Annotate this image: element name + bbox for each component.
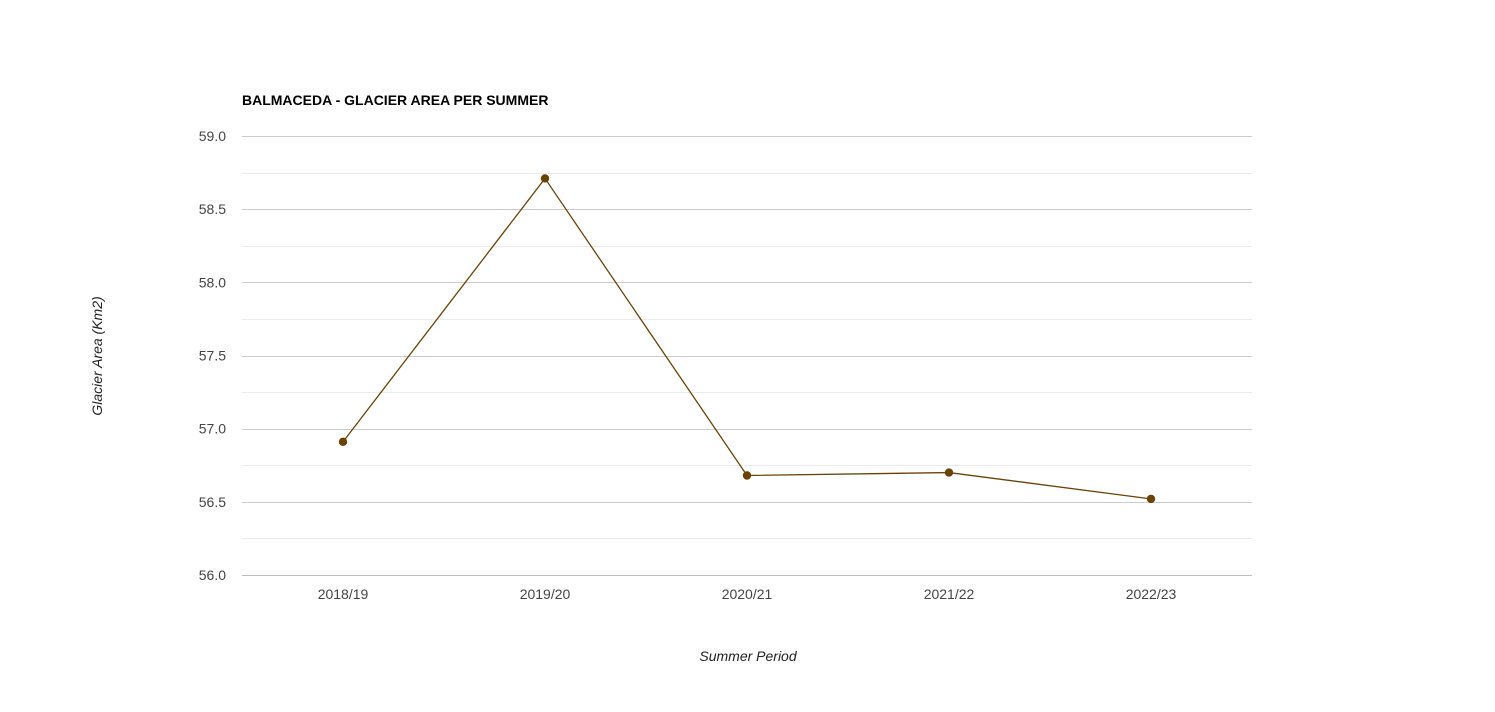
y-axis-title: Glacier Area (Km2) [89,296,105,416]
series-layer [338,174,1156,504]
y-tick-label: 57.0 [199,421,226,437]
data-point[interactable] [338,437,348,447]
y-axis-ticks: 56.0 56.5 57.0 57.5 58.0 58.5 59.0 [199,128,226,583]
x-axis-title: Summer Period [699,648,797,664]
series-line [342,177,1152,500]
y-tick-label: 59.0 [199,128,226,144]
y-tick-label: 58.0 [199,274,226,290]
chart-title: BALMACEDA - GLACIER AREA PER SUMMER [242,92,549,108]
x-tick-label: 2020/21 [722,586,773,602]
y-tick-label: 57.5 [199,348,226,364]
data-point[interactable] [540,174,550,183]
x-tick-label: 2022/23 [1126,586,1177,602]
x-tick-label: 2019/20 [520,586,571,602]
grid-lines [242,136,1252,576]
data-point[interactable] [1146,494,1156,504]
x-axis-ticks: 2018/19 2019/20 2020/21 2021/22 2022/23 [318,586,1177,602]
x-tick-label: 2018/19 [318,586,369,602]
y-tick-label: 56.5 [199,494,226,510]
data-point[interactable] [944,468,954,477]
x-tick-label: 2021/22 [924,586,975,602]
data-point[interactable] [742,471,752,480]
y-tick-label: 56.0 [199,567,226,583]
y-tick-label: 58.5 [199,201,226,217]
